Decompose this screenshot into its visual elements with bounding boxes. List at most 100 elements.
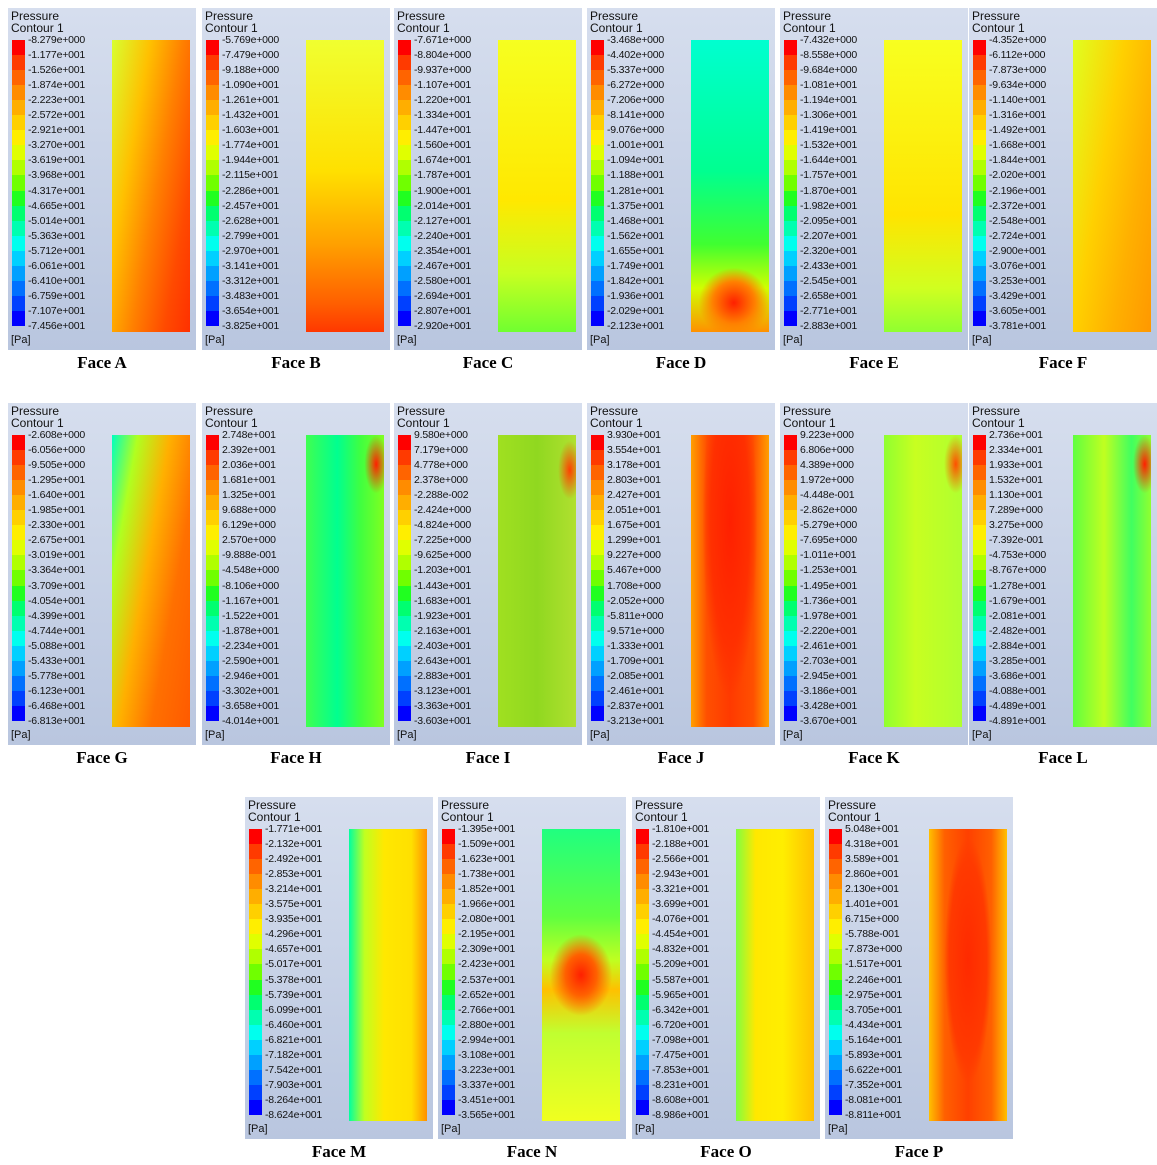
legend-label: -1.492e+001: [989, 125, 1046, 136]
color-bar: [398, 435, 411, 721]
legend-label: -5.893e+001: [845, 1050, 902, 1061]
figure: (() => { const data = JSON.parse(documen…: [0, 0, 1157, 1165]
color-band: [591, 251, 604, 267]
face-caption: Face G: [8, 748, 196, 768]
legend-label: -7.475e+001: [652, 1050, 709, 1061]
color-band: [973, 616, 986, 632]
legend-label: -1.944e+001: [222, 155, 279, 166]
color-band: [249, 1100, 262, 1116]
color-band: [12, 525, 25, 541]
color-band: [973, 525, 986, 541]
legend-label: -2.853e+001: [265, 869, 322, 880]
contour-panel: PressureContour 19.223e+0006.806e+0004.3…: [780, 403, 968, 745]
color-band: [249, 980, 262, 996]
color-band: [784, 85, 797, 101]
legend-label: -1.966e+001: [458, 899, 515, 910]
color-band: [591, 296, 604, 312]
legend-label: -5.965e+001: [652, 990, 709, 1001]
color-band: [973, 55, 986, 71]
color-band: [249, 1055, 262, 1071]
color-bar: [398, 40, 411, 326]
color-band: [591, 70, 604, 86]
legend-label: -4.824e+000: [414, 520, 471, 531]
color-band: [12, 266, 25, 282]
color-band: [784, 616, 797, 632]
color-band: [973, 646, 986, 662]
legend-label: -8.264e+001: [265, 1095, 322, 1106]
contour-plot: [736, 829, 814, 1121]
color-band: [784, 631, 797, 647]
legend-label: -1.167e+001: [222, 596, 279, 607]
color-band: [398, 55, 411, 71]
color-band: [398, 296, 411, 312]
color-bar: [591, 40, 604, 326]
legend-label: -4.753e+000: [989, 550, 1046, 561]
color-band: [784, 70, 797, 86]
color-band: [591, 510, 604, 526]
color-band: [398, 130, 411, 146]
legend-label: -1.140e+001: [989, 95, 1046, 106]
legend-label: -4.454e+001: [652, 929, 709, 940]
color-band: [206, 160, 219, 176]
contour-plot: [1073, 40, 1151, 332]
legend-label: -2.020e+001: [989, 170, 1046, 181]
legend-label: -3.312e+001: [222, 276, 279, 287]
legend-label: -6.410e+001: [28, 276, 85, 287]
legend-label: -3.781e+001: [989, 321, 1046, 332]
legend-subtitle: Contour 1: [972, 22, 1025, 34]
color-band: [973, 266, 986, 282]
color-band: [636, 980, 649, 996]
legend-label: -2.883e+001: [800, 321, 857, 332]
contour-panel: PressureContour 1-1.810e+001-2.188e+001-…: [632, 797, 820, 1139]
color-bar: [249, 829, 262, 1115]
color-band: [206, 525, 219, 541]
legend-label: -6.821e+001: [265, 1035, 322, 1046]
legend-subtitle: Contour 1: [783, 417, 836, 429]
contour-plot: [884, 435, 962, 727]
color-band: [12, 601, 25, 617]
color-band: [636, 889, 649, 905]
contour-plot: [306, 435, 384, 727]
color-band: [591, 706, 604, 722]
legend-label: -1.094e+001: [607, 155, 664, 166]
color-bar: [12, 435, 25, 721]
legend-label: -2.545e+001: [800, 276, 857, 287]
legend-label: 3.930e+001: [607, 430, 661, 441]
color-band: [206, 70, 219, 86]
color-band: [249, 829, 262, 845]
legend-label: -4.434e+001: [845, 1020, 902, 1031]
legend-label: -7.352e+001: [845, 1080, 902, 1091]
color-band: [398, 570, 411, 586]
unit-label: [Pa]: [11, 729, 31, 741]
color-band: [636, 1070, 649, 1086]
color-band: [249, 1085, 262, 1101]
legend-label: -8.081e+001: [845, 1095, 902, 1106]
contour-panel: PressureContour 1-7.671e+000-8.804e+000-…: [394, 8, 582, 350]
color-band: [636, 859, 649, 875]
legend-subtitle: Contour 1: [248, 811, 301, 823]
legend-label: -1.709e+001: [607, 656, 664, 667]
face-caption: Face F: [969, 353, 1157, 373]
color-band: [829, 1010, 842, 1026]
legend-label: 9.223e+000: [800, 430, 854, 441]
color-band: [636, 1040, 649, 1056]
legend-label: 9.227e+000: [607, 550, 661, 561]
legend-label: -1.870e+001: [800, 186, 857, 197]
legend-label: -4.076e+001: [652, 914, 709, 925]
color-band: [973, 70, 986, 86]
legend-label: -1.495e+001: [800, 581, 857, 592]
legend-label: -1.679e+001: [989, 596, 1046, 607]
legend-label: -3.825e+001: [222, 321, 279, 332]
contour-plot: [112, 435, 190, 727]
legend-label: -1.923e+001: [414, 611, 471, 622]
legend-label: -5.209e+001: [652, 959, 709, 970]
color-band: [442, 1010, 455, 1026]
legend-label: -1.842e+001: [607, 276, 664, 287]
color-band: [636, 1025, 649, 1041]
legend-subtitle: Contour 1: [590, 417, 643, 429]
color-band: [591, 616, 604, 632]
legend-label: -2.975e+001: [845, 990, 902, 1001]
color-band: [398, 480, 411, 496]
unit-label: [Pa]: [783, 334, 803, 346]
legend-label: -6.056e+000: [28, 445, 85, 456]
